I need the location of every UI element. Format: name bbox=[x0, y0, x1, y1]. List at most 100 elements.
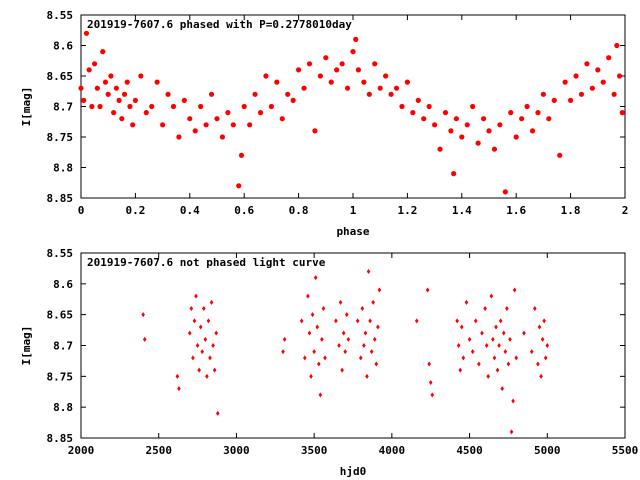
data-point bbox=[371, 299, 376, 305]
data-point bbox=[138, 73, 144, 79]
data-point bbox=[421, 116, 427, 122]
data-point bbox=[121, 91, 128, 97]
data-point bbox=[458, 367, 463, 373]
data-point bbox=[459, 134, 465, 140]
data-point bbox=[214, 116, 220, 122]
data-point bbox=[310, 312, 315, 318]
data-point bbox=[100, 49, 106, 55]
data-point bbox=[344, 85, 351, 91]
data-point bbox=[194, 293, 198, 299]
data-point bbox=[208, 355, 212, 361]
x-tick-label: 2 bbox=[622, 204, 629, 217]
data-point bbox=[214, 330, 219, 336]
data-point bbox=[483, 306, 487, 311]
y-tick-label: 8.65 bbox=[47, 309, 74, 322]
data-point bbox=[192, 318, 197, 324]
data-point bbox=[203, 336, 208, 342]
data-point bbox=[480, 116, 487, 122]
data-point bbox=[473, 318, 478, 324]
data-point bbox=[551, 97, 557, 103]
data-point bbox=[334, 67, 340, 73]
y-tick-label: 8.6 bbox=[53, 278, 73, 291]
data-point bbox=[358, 355, 363, 361]
data-point bbox=[475, 140, 481, 146]
y-tick-label: 8.75 bbox=[47, 131, 74, 144]
data-point bbox=[230, 122, 236, 128]
y-tick-label: 8.55 bbox=[47, 247, 74, 260]
data-point bbox=[363, 330, 368, 336]
data-point bbox=[92, 61, 98, 67]
data-point bbox=[111, 110, 117, 116]
data-point bbox=[257, 110, 264, 116]
data-point bbox=[346, 336, 351, 342]
x-tick-label: 0.8 bbox=[289, 204, 309, 217]
y-tick-label: 8.85 bbox=[47, 432, 74, 445]
x-axis-label: phase bbox=[336, 225, 369, 238]
data-point bbox=[78, 85, 84, 91]
chart-title: 201919-7607.6 not phased light curve bbox=[87, 256, 326, 269]
data-point bbox=[365, 373, 369, 379]
x-axis-label: hjd0 bbox=[340, 465, 367, 478]
data-point bbox=[301, 85, 307, 91]
data-point bbox=[317, 73, 323, 79]
x-tick-label: 3000 bbox=[223, 444, 250, 457]
data-point bbox=[522, 330, 526, 336]
data-point bbox=[189, 306, 194, 311]
data-point bbox=[568, 97, 574, 103]
data-point bbox=[573, 73, 579, 79]
data-point bbox=[366, 269, 371, 274]
data-point bbox=[500, 386, 505, 392]
data-point bbox=[442, 110, 449, 116]
data-point bbox=[455, 318, 459, 324]
data-point bbox=[306, 61, 313, 67]
data-point bbox=[486, 373, 491, 379]
data-point bbox=[154, 79, 160, 85]
data-point bbox=[160, 122, 166, 128]
data-point bbox=[353, 36, 359, 43]
data-point bbox=[303, 355, 307, 361]
data-point bbox=[252, 91, 258, 97]
data-point bbox=[489, 293, 494, 299]
data-point bbox=[467, 336, 472, 342]
data-point bbox=[537, 324, 542, 330]
data-point bbox=[208, 91, 215, 97]
data-point bbox=[535, 110, 541, 116]
data-point bbox=[460, 324, 464, 330]
data-point bbox=[543, 355, 548, 361]
data-point bbox=[383, 73, 389, 79]
data-point bbox=[533, 306, 537, 311]
data-point bbox=[113, 85, 119, 91]
data-point bbox=[108, 73, 114, 79]
data-point bbox=[414, 318, 419, 324]
data-point bbox=[317, 361, 321, 367]
data-point bbox=[536, 361, 540, 367]
x-tick-label: 1.6 bbox=[506, 204, 526, 217]
x-tick-label: 4000 bbox=[379, 444, 406, 457]
data-point bbox=[116, 97, 122, 103]
x-tick-label: 0 bbox=[78, 204, 85, 217]
data-point bbox=[501, 330, 506, 336]
x-tick-label: 3500 bbox=[301, 444, 328, 457]
data-point bbox=[337, 343, 341, 348]
data-point bbox=[614, 42, 620, 49]
data-point bbox=[415, 97, 421, 103]
data-point bbox=[341, 330, 346, 336]
data-point bbox=[200, 349, 205, 355]
data-point bbox=[393, 85, 400, 91]
data-point bbox=[312, 349, 316, 355]
data-point bbox=[102, 79, 109, 85]
data-point bbox=[494, 324, 498, 330]
data-point bbox=[165, 91, 171, 97]
data-point bbox=[83, 30, 90, 36]
data-point bbox=[195, 343, 200, 348]
x-tick-label: 2000 bbox=[68, 444, 95, 457]
data-point bbox=[338, 299, 343, 305]
data-point bbox=[323, 55, 329, 61]
data-point bbox=[318, 392, 323, 398]
x-tick-label: 1.4 bbox=[452, 204, 472, 217]
data-point bbox=[448, 128, 454, 134]
y-tick-label: 8.7 bbox=[53, 340, 73, 353]
data-point bbox=[399, 103, 405, 110]
data-point bbox=[484, 343, 489, 348]
data-point bbox=[512, 287, 517, 293]
